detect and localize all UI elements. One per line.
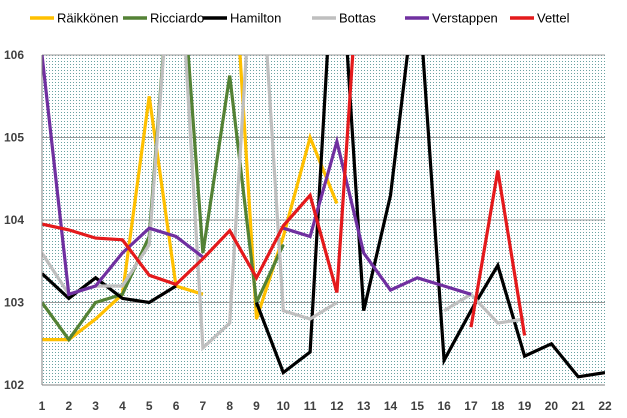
x-tick-label-16: 16 — [437, 399, 451, 413]
series-line-vettel-1 — [42, 192, 339, 294]
x-tick-label-19: 19 — [518, 399, 532, 413]
x-tick-label-2: 2 — [65, 399, 72, 413]
x-tick-label-8: 8 — [226, 399, 233, 413]
legend-label-vettel: Vettel — [537, 11, 570, 26]
series-line-r-ikk-nen-2 — [238, 55, 339, 320]
legend-label-verstappen: Verstappen — [432, 11, 498, 26]
x-tick-label-17: 17 — [464, 399, 478, 413]
x-tick-label-18: 18 — [491, 399, 505, 413]
legend-label-ricciardo: Ricciardo — [150, 11, 204, 26]
series-line-verstappen-2 — [282, 135, 472, 296]
series-line-vettel-3 — [469, 170, 527, 336]
x-tick-label-15: 15 — [411, 399, 425, 413]
legend-label-r-ikk-nen: Räikkönen — [57, 11, 118, 26]
x-tick-label-4: 4 — [119, 399, 126, 413]
y-tick-label-103: 103 — [4, 296, 24, 310]
x-tick-label-13: 13 — [357, 399, 371, 413]
x-tick-label-12: 12 — [330, 399, 344, 413]
y-tick-label-102: 102 — [4, 378, 24, 392]
series-line-verstappen-1 — [42, 55, 204, 297]
x-tick-label-7: 7 — [200, 399, 207, 413]
series-line-vettel-2 — [335, 55, 355, 293]
x-tick-label-9: 9 — [253, 399, 260, 413]
series-layer — [42, 55, 605, 379]
x-tick-label-21: 21 — [572, 399, 586, 413]
x-tick-label-5: 5 — [146, 399, 153, 413]
x-tick-label-11: 11 — [304, 399, 317, 413]
y-tick-label-104: 104 — [4, 213, 24, 227]
x-tick-label-14: 14 — [384, 399, 398, 413]
y-tick-label-105: 105 — [4, 131, 24, 145]
legend-label-bottas: Bottas — [339, 11, 376, 26]
y-tick-label-106: 106 — [4, 48, 24, 62]
legend: Räikkönen Ricciardo Hamilton Bottas Verstapp… — [30, 11, 570, 26]
x-tick-label-6: 6 — [173, 399, 180, 413]
series-line-hamilton-2 — [255, 55, 605, 379]
x-tick-label-3: 3 — [92, 399, 99, 413]
legend-label-hamilton: Hamilton — [230, 11, 281, 26]
x-tick-label-10: 10 — [277, 399, 291, 413]
x-tick-label-20: 20 — [545, 399, 559, 413]
series-line-bottas-3 — [443, 292, 525, 325]
x-tick-label-22: 22 — [598, 399, 612, 413]
series-line-hamilton-1 — [42, 272, 177, 305]
x-tick-label-1: 1 — [39, 399, 46, 413]
